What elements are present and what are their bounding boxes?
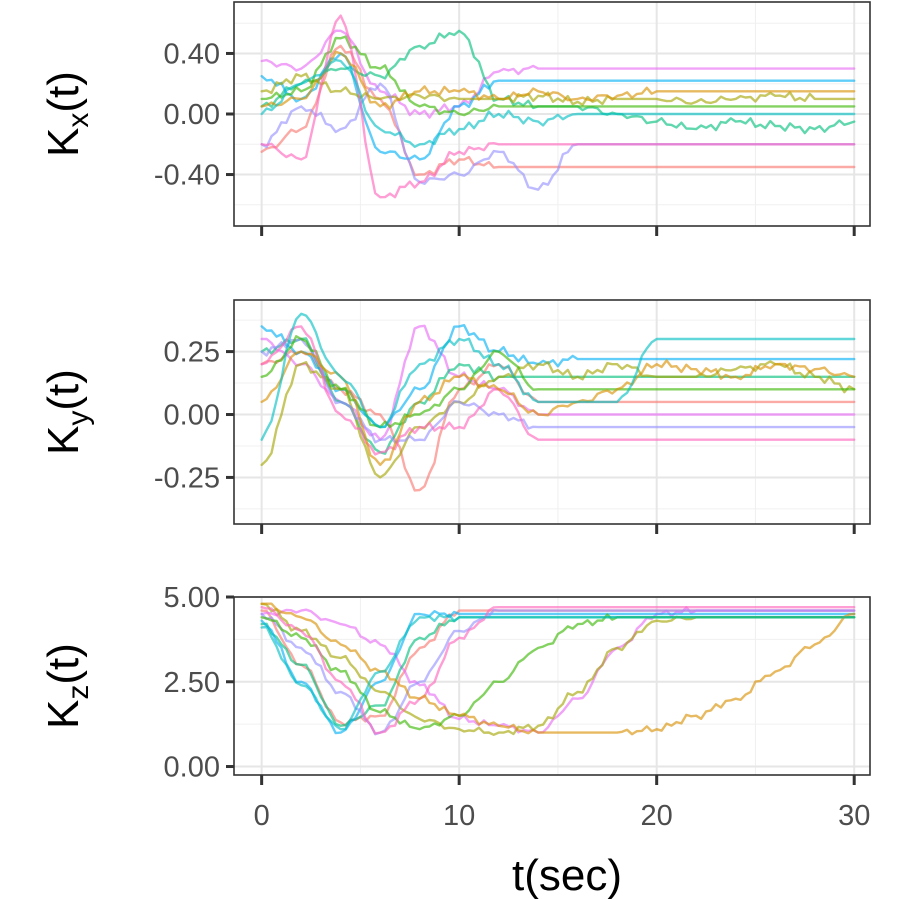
panel-kz-series-s10 bbox=[260, 613, 856, 731]
panel-ky-series-s8 bbox=[260, 325, 856, 456]
panel-ky-y-tick-label: 0.00 bbox=[164, 400, 220, 432]
panel-ky-series-s9 bbox=[260, 350, 856, 467]
panel-kx-series-s2 bbox=[260, 29, 856, 119]
panel-kz-series-s9 bbox=[260, 602, 856, 736]
panel-kz-y-title: Kz(t) bbox=[39, 643, 95, 729]
panel-ky-y-tick-label: -0.25 bbox=[154, 462, 220, 494]
panel-kz-series bbox=[260, 602, 856, 736]
panel-kz-x-tick-label: 10 bbox=[443, 800, 475, 832]
panel-kx-y-axis: -0.40 0.00 0.40 bbox=[154, 38, 234, 192]
panel-ky-series bbox=[260, 312, 856, 492]
panel-kz-background bbox=[234, 597, 870, 775]
panel-kx-y-tick-label: 0.00 bbox=[164, 99, 220, 131]
panel-kx-y-tick-label: 0.40 bbox=[164, 38, 220, 70]
panel-kx-y-tick-label: -0.40 bbox=[154, 160, 220, 192]
panel-kz-series-s8 bbox=[260, 606, 856, 735]
panel-ky-frame bbox=[233, 299, 871, 525]
panel-kx: -0.40 0.00 0.40 Kx(t) bbox=[39, 1, 871, 236]
panel-kz-series-s6 bbox=[260, 608, 856, 736]
panel-kz-y-tick-label: 0.00 bbox=[164, 752, 220, 784]
panel-kz-y-axis: 0.00 2.50 5.00 bbox=[164, 582, 234, 784]
panel-kx-series-s7 bbox=[260, 35, 856, 117]
panel-ky-series-s7 bbox=[260, 335, 856, 429]
panel-kx-series-s8 bbox=[260, 14, 856, 199]
panel-kx-y-title: Kx(t) bbox=[39, 71, 95, 157]
panel-kz-series-s4 bbox=[260, 610, 856, 735]
panel-ky: -0.25 0.00 0.25 Ky(t) bbox=[39, 299, 871, 534]
panel-kz-frame bbox=[233, 596, 871, 776]
panel-kz-grid bbox=[234, 596, 870, 775]
panel-kz-y-tick-label: 2.50 bbox=[164, 667, 220, 699]
panel-kz-x-axis: 0 10 20 30 bbox=[254, 775, 870, 832]
panel-kz-y-tick-label: 5.00 bbox=[164, 582, 220, 614]
panel-ky-x-axis bbox=[260, 524, 856, 534]
panel-kz-x-tick-label: 20 bbox=[641, 800, 673, 832]
panel-kx-x-axis bbox=[260, 226, 856, 236]
panel-ky-series-s5 bbox=[260, 360, 856, 479]
panel-ky-y-axis: -0.25 0.00 0.25 bbox=[154, 337, 234, 494]
panel-kz-x-tick-label: 30 bbox=[838, 800, 870, 832]
panel-kx-series-s9 bbox=[260, 50, 856, 110]
panel-ky-y-title: Ky(t) bbox=[39, 369, 95, 455]
x-axis-title: t(sec) bbox=[512, 851, 622, 900]
panel-kz-x-tick-label: 0 bbox=[254, 800, 270, 832]
panel-kx-series-s10 bbox=[260, 58, 856, 148]
panel-ky-series-s10 bbox=[260, 312, 856, 441]
panel-ky-y-tick-label: 0.25 bbox=[164, 337, 220, 369]
panel-kx-series bbox=[260, 14, 856, 199]
panel-kz: 0.00 2.50 5.00 0 10 20 30 Kz(t) bbox=[39, 582, 871, 832]
